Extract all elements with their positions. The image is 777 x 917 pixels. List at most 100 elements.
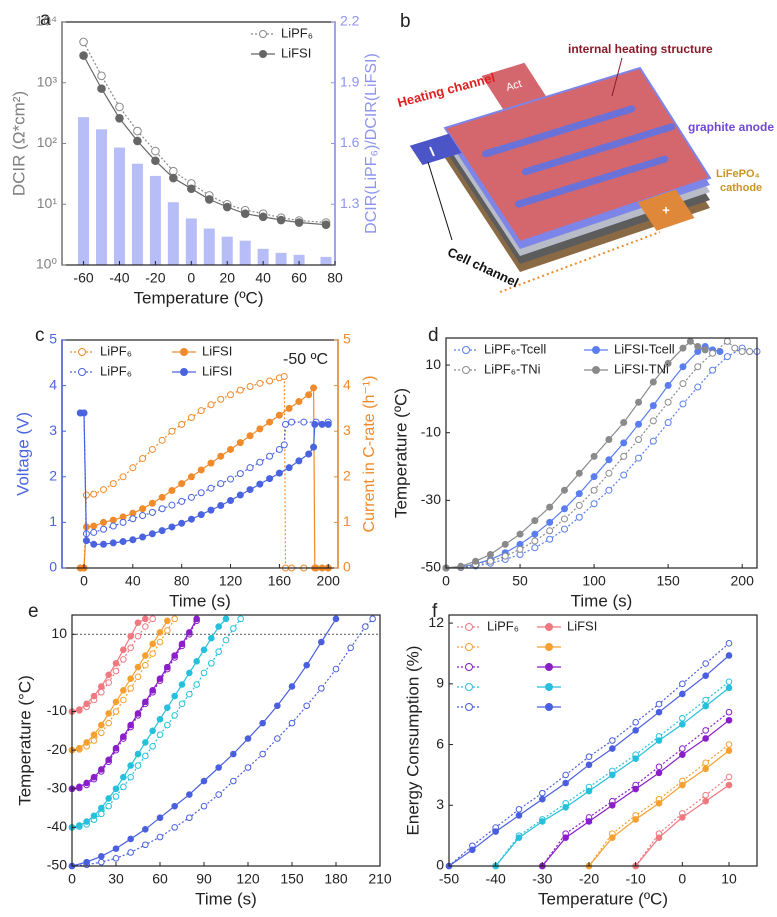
data-point [98,688,105,696]
data-point [324,420,332,428]
tab-negative [409,133,462,165]
data-point [702,735,709,742]
legend-marker [592,346,600,354]
data-point [109,539,117,547]
y-tick-label: 0 [436,857,444,873]
data-point [725,747,733,754]
bar [131,163,143,265]
data-point [200,802,208,810]
x-tick-label: -60 [73,270,93,286]
data-point [275,411,283,419]
data-point [486,557,494,565]
data-point [156,814,164,822]
data-point [215,623,222,630]
data-point [725,640,733,647]
data-point [310,384,318,392]
data-point [605,486,613,494]
data-point [171,824,178,831]
data-point [632,816,639,823]
data-point [98,810,105,818]
data-point [679,400,687,408]
x-axis-label: Time (s) [195,889,257,908]
bar [275,252,287,265]
data-point [127,773,134,781]
x-tick-label: 200 [731,573,755,589]
data-point [178,700,186,708]
x-tick-label: -20 [145,270,165,286]
bar [293,254,305,265]
y-tick-label: 3 [436,796,444,812]
data-point [156,731,164,739]
data-point [120,696,127,704]
data-point [207,506,215,514]
data-point [585,753,593,760]
data-point [112,708,120,715]
data-point [171,692,178,700]
data-point [90,528,98,536]
panel-label: b [400,11,411,32]
y-tick-label: -40 [47,818,67,834]
y-tick-label: 10⁴ [35,13,57,29]
data-point [515,834,523,841]
x-tick-label: 20 [219,270,235,286]
data-point [285,404,293,412]
legend-label: LiFSI [567,618,597,633]
annotation: -50 ºC [283,351,328,368]
heating-slot [515,155,669,208]
data-point [200,669,208,677]
data-point [142,623,149,630]
x-tick-label: -30 [532,871,552,887]
cell-channel-wire [499,231,661,293]
data-point [655,799,663,807]
data-point [156,675,164,683]
series-line [541,719,730,867]
data-point [516,545,524,553]
data-point [90,812,98,820]
data-point [98,766,105,773]
series-line [71,618,227,828]
data-point [546,527,554,535]
data-point [725,773,733,781]
data-point [112,785,120,793]
bar [167,202,179,265]
data-point [134,750,142,758]
data-point [90,773,98,781]
x-tick-label: -20 [579,871,599,887]
data-point [156,833,164,841]
data-point [222,615,230,623]
data-point [605,469,613,477]
legend-label: LiFSI-Tcell [614,341,675,356]
data-point [109,522,117,530]
data-point [546,535,554,543]
data-point [90,692,98,700]
plot-frame [448,614,758,867]
data-point [266,452,274,460]
bar [96,129,108,265]
legend-marker [462,366,470,374]
data-point [105,756,112,764]
data-point [318,420,326,428]
data-point [158,527,166,535]
y-tick-label: -20 [47,741,67,757]
data-point [605,456,613,464]
data-point [82,491,90,499]
data-point [79,37,88,47]
data-point [300,418,308,426]
series-line [71,618,146,713]
data-point [515,806,523,813]
data-point [90,737,98,744]
data-point [112,845,120,852]
data-point [725,678,733,686]
bar [221,236,233,265]
data-point [197,407,205,415]
legend-label: LiFSI [202,343,232,358]
data-point [156,629,164,636]
x-tick-label: 80 [174,573,190,589]
diagram-label: Heating channel [396,70,497,110]
data-point [148,445,156,453]
data-point [127,675,134,683]
data-point [168,427,176,435]
y2-tick-label: 2 [343,468,351,484]
data-point [258,212,268,222]
data-point [115,113,124,123]
